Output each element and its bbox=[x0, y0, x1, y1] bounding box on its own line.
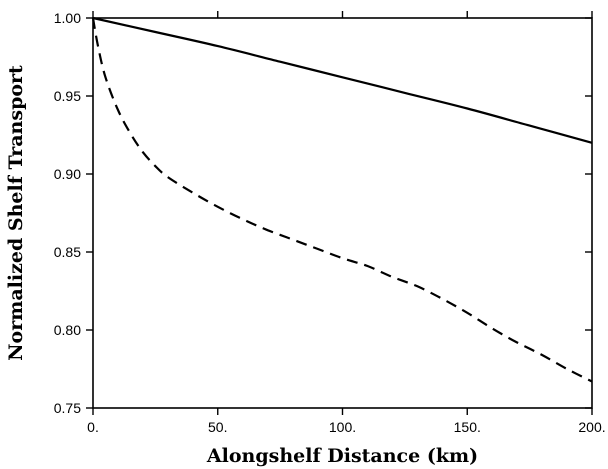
y-tick-label: 1.00 bbox=[54, 10, 81, 26]
axis-ticks bbox=[86, 11, 593, 415]
solid-series-line bbox=[92, 16, 593, 144]
y-tick-label: 0.85 bbox=[54, 244, 81, 260]
y-tick-label: 0.95 bbox=[54, 88, 81, 104]
series-layer bbox=[91, 16, 593, 383]
y-tick-label: 0.75 bbox=[54, 400, 81, 416]
y-tick-label: 0.80 bbox=[54, 322, 81, 338]
x-axis-title: Alongshelf Distance (km) bbox=[206, 445, 478, 467]
x-tick-label: 100. bbox=[329, 419, 356, 435]
x-tick-label: 0. bbox=[87, 419, 99, 435]
dashed-series-line bbox=[91, 17, 593, 383]
tick-labels: 0. 50. 100. 150. 200. 0.75 0.80 0.85 0.90 0.95 1.0… bbox=[54, 10, 606, 435]
x-tick-label: 150. bbox=[454, 419, 481, 435]
x-tick-label: 200. bbox=[578, 419, 605, 435]
y-tick-label: 0.90 bbox=[54, 166, 81, 182]
y-axis-title: Normalized Shelf Transport bbox=[5, 65, 27, 361]
x-tick-label: 50. bbox=[208, 419, 227, 435]
